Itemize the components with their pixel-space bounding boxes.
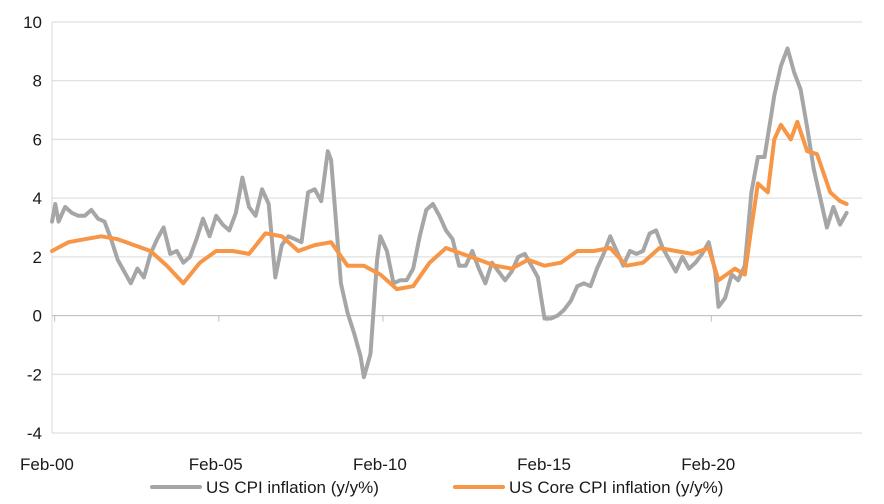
y-tick-label: -4 (27, 424, 42, 443)
x-tick-label: Feb-20 (681, 455, 735, 474)
x-tick-label: Feb-00 (20, 455, 74, 474)
legend-label-1: US Core CPI inflation (y/y%) (509, 478, 723, 497)
series-lines (50, 46, 849, 380)
x-tick-label: Feb-05 (189, 455, 243, 474)
y-tick-label: 8 (33, 72, 42, 91)
grid-lines (51, 21, 862, 434)
x-tick-label: Feb-10 (353, 455, 407, 474)
y-tick-label: 0 (33, 307, 42, 326)
y-tick-label: 10 (23, 13, 42, 32)
legend-label-0: US CPI inflation (y/y%) (206, 478, 379, 497)
y-tick-label: 2 (33, 248, 42, 267)
y-tick-label: 6 (33, 130, 42, 149)
y-tick-label: -2 (27, 365, 42, 384)
series-line-1 (50, 119, 849, 292)
y-tick-label: 4 (33, 189, 42, 208)
legend: US CPI inflation (y/y%) US Core CPI infla… (150, 478, 723, 497)
y-axis-tick-labels: -4 -2 0 2 4 6 8 10 (23, 13, 42, 443)
x-axis-tick-labels: Feb-00 Feb-05 Feb-10 Feb-15 Feb-20 (20, 455, 735, 474)
x-tick-label: Feb-15 (517, 455, 571, 474)
series-line-0 (50, 46, 849, 380)
